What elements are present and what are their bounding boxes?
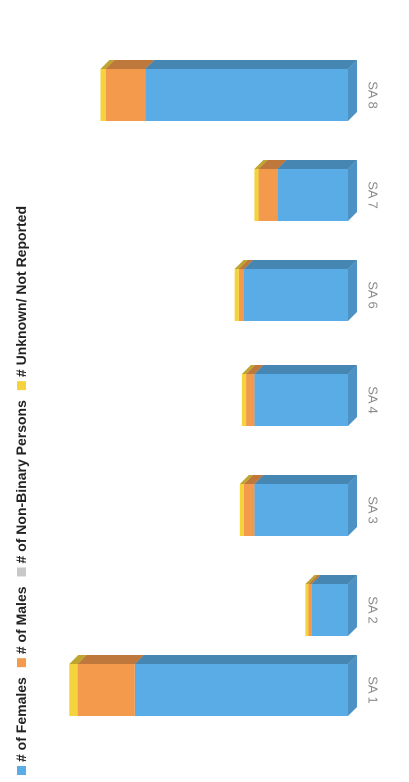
- legend-item-of-females: # of Females: [13, 677, 29, 775]
- bar-segment-sa-7-unknown-not-reported: [254, 160, 268, 221]
- legend-item-of-non-binary-persons: # of Non-Binary Persons: [13, 400, 29, 577]
- bar-segment-sa-4-unknown-not-reported: [241, 365, 256, 426]
- bar-segment-sa-6-of-males: [238, 260, 253, 321]
- bar-end-face-sa-6: [348, 260, 357, 321]
- legend-swatch-of-females: [17, 766, 26, 775]
- bar-segment-sa-3-of-males: [244, 475, 264, 536]
- bar-segment-sa-6-of-females: [244, 260, 357, 321]
- tick-label-sa-3: SA 3: [366, 496, 381, 523]
- tick-label-sa-2: SA 2: [366, 596, 381, 623]
- legend-label-of-non-binary-persons: # of Non-Binary Persons: [13, 400, 29, 564]
- bar-segment-sa-2-of-males: [308, 575, 321, 636]
- tick-label-sa-8: SA 8: [366, 81, 381, 108]
- bar-segment-sa-2-unknown-not-reported: [305, 575, 318, 636]
- bar-segment-sa-6-unknown-not-reported: [234, 260, 248, 321]
- plot-area: [69, 60, 357, 716]
- bar-segment-sa-4-of-males: [246, 365, 264, 426]
- legend: # of Females # of Males # of Non-Binary Pe…: [13, 206, 29, 775]
- bar-segment-sa-3-of-females: [254, 475, 357, 536]
- legend-label-of-females: # of Females: [13, 677, 29, 762]
- bar-segment-sa-7-of-females: [277, 160, 357, 221]
- bar-end-face-sa-2: [348, 575, 357, 636]
- tick-label-sa-7: SA 7: [366, 181, 381, 208]
- legend-label-of-males: # of Males: [13, 586, 29, 654]
- bar-end-face-sa-8: [348, 60, 357, 121]
- bar-segment-sa-8-of-males: [105, 60, 155, 121]
- legend-swatch-of-non-binary-persons: [17, 567, 26, 577]
- bar-segment-sa-4-of-females: [254, 365, 357, 426]
- legend-label-unknown-not-reported: # Unknown/ Not Reported: [13, 206, 29, 377]
- tick-label-sa-6: SA 6: [366, 281, 381, 308]
- bar-segment-sa-3-unknown-not-reported: [239, 475, 253, 536]
- bar-segment-sa-1-of-males: [77, 655, 144, 716]
- tick-label-sa-4: SA 4: [366, 386, 381, 413]
- legend-swatch-of-males: [17, 658, 26, 668]
- bar-segment-sa-7-of-males: [258, 160, 287, 221]
- bar-end-face-sa-4: [348, 365, 357, 426]
- legend-swatch-unknown-not-reported: [17, 381, 26, 391]
- tick-label-sa-1: SA 1: [366, 676, 381, 703]
- bar-segment-sa-8-of-females: [145, 60, 357, 121]
- category-axis: SA 1 SA 2 SA 3 SA 4 SA 6 SA 7 SA 8: [366, 81, 381, 703]
- bar-end-face-sa-7: [348, 160, 357, 221]
- bar-segment-sa-2-of-females: [311, 575, 357, 636]
- legend-item-unknown-not-reported: # Unknown/ Not Reported: [13, 206, 29, 391]
- bar-segment-sa-1-unknown-not-reported: [69, 655, 87, 716]
- bar-end-face-sa-1: [348, 655, 357, 716]
- bar-segment-sa-8-unknown-not-reported: [100, 60, 115, 121]
- bar-segment-sa-1-of-females: [134, 655, 357, 716]
- legend-item-of-males: # of Males: [13, 586, 29, 668]
- bar-end-face-sa-3: [348, 475, 357, 536]
